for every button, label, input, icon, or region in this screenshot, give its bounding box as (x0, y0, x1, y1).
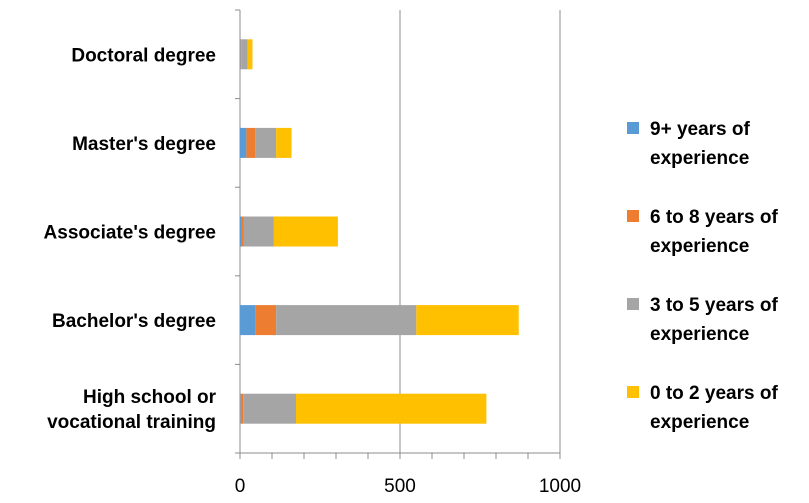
bar-segment-1-2 (255, 127, 277, 158)
legend-swatch (627, 122, 639, 134)
bar-segment-2-1 (241, 216, 244, 247)
bar-segment-4-2 (243, 393, 296, 424)
gridlines (399, 10, 561, 453)
x-tick-label: 1000 (539, 476, 581, 497)
category-label: Master's degree (72, 134, 216, 155)
category-label: Bachelor's degree (52, 311, 216, 332)
bar-segment-3-3 (416, 305, 519, 336)
legend-label: 3 to 5 years of (650, 295, 778, 316)
legend-label: experience (650, 148, 749, 169)
legend-swatch (627, 298, 639, 310)
x-tick-label: 500 (384, 476, 416, 497)
category-label: Doctoral degree (71, 45, 216, 66)
bar-segment-0-2 (241, 39, 248, 70)
category-label: High school or (83, 387, 217, 408)
legend-label: experience (650, 236, 749, 257)
legend-label: experience (650, 412, 749, 433)
bar-segment-2-3 (273, 216, 338, 247)
legend-label: 9+ years of (650, 119, 750, 140)
bar-segment-1-0 (240, 127, 247, 158)
bars (240, 39, 519, 424)
bar-segment-4-0 (240, 393, 241, 424)
bar-segment-3-1 (255, 305, 277, 336)
category-labels: Doctoral degree Master's degree Associate'… (44, 45, 217, 433)
bar-segment-3-0 (240, 305, 256, 336)
bar-segment-4-3 (296, 393, 487, 424)
x-tick-label: 0 (235, 476, 246, 497)
bar-segment-0-1 (240, 39, 242, 70)
legend-label: 6 to 8 years of (650, 207, 778, 228)
bar-segment-4-1 (240, 393, 244, 424)
bar-segment-2-0 (240, 216, 242, 247)
category-label: vocational training (47, 412, 216, 433)
bar-segment-1-3 (276, 127, 292, 158)
legend-label: 0 to 2 years of (650, 383, 778, 404)
tick-labels: 0 500 1000 (235, 476, 581, 497)
bar-segment-0-3 (247, 39, 253, 70)
legend-swatch (627, 386, 639, 398)
bar-segment-2-2 (243, 216, 274, 247)
category-label: Associate's degree (44, 223, 216, 244)
legend-swatch (627, 210, 639, 222)
legend-label: experience (650, 324, 749, 345)
bar-segment-3-2 (276, 305, 417, 336)
legend: 9+ years of experience 6 to 8 years of expe… (627, 119, 778, 433)
bar-segment-1-1 (246, 127, 256, 158)
bar-segment-0-0 (240, 39, 241, 70)
